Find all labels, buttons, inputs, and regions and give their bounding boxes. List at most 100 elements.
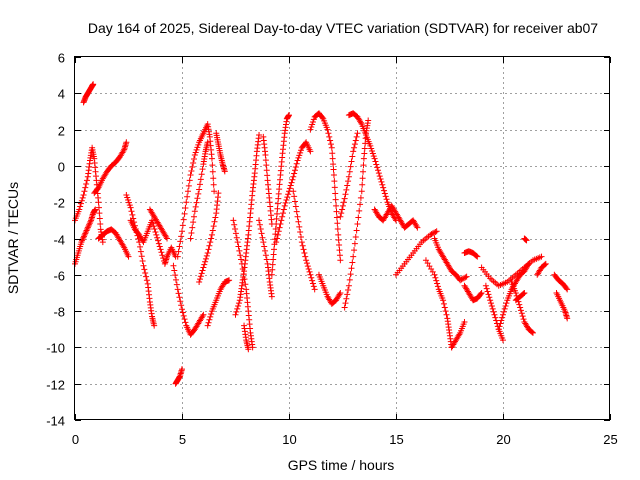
data-point: [307, 148, 314, 155]
series-arc-ab: [337, 130, 361, 220]
data-point: [497, 320, 504, 327]
data-point: [344, 291, 351, 298]
data-point: [354, 130, 361, 137]
data-point: [79, 237, 86, 244]
series-arc-d: [91, 139, 130, 197]
data-point: [293, 208, 300, 215]
data-point: [500, 311, 506, 318]
plot-frame: [74, 56, 610, 420]
data-point: [198, 270, 205, 277]
data-point: [293, 160, 300, 167]
data-point: [95, 199, 102, 206]
series-arc-z: [341, 117, 372, 311]
data-point: [264, 172, 271, 179]
data-point: [427, 231, 434, 238]
data-point: [207, 239, 214, 246]
data-point: [440, 300, 447, 307]
data-point: [195, 190, 202, 197]
data-point: [273, 239, 280, 246]
data-point: [495, 326, 502, 333]
data-point: [176, 243, 183, 250]
data-point: [137, 243, 144, 250]
series-arc-ae: [422, 257, 455, 351]
data-point: [330, 161, 337, 168]
data-point: [500, 337, 506, 344]
data-point: [335, 236, 342, 243]
data-point: [82, 184, 89, 191]
data-point: [82, 228, 89, 235]
data-point: [143, 273, 150, 280]
data-point: [329, 150, 336, 157]
data-point: [258, 230, 265, 237]
data-point: [370, 153, 377, 160]
data-point: [196, 279, 203, 286]
data-point: [478, 289, 485, 296]
data-point: [375, 170, 382, 177]
data-point: [352, 137, 359, 144]
data-point: [340, 199, 347, 206]
data-point: [125, 253, 132, 260]
data-point: [83, 227, 90, 234]
data-point: [519, 313, 526, 320]
data-point: [498, 317, 505, 324]
data-point: [342, 191, 349, 198]
data-point: [200, 311, 207, 318]
data-point: [149, 220, 156, 227]
data-point: [332, 196, 339, 203]
data-point: [237, 252, 244, 259]
data-point: [194, 144, 201, 151]
data-point: [274, 235, 281, 242]
data-point: [262, 252, 269, 259]
data-point: [365, 117, 372, 124]
data-point: [310, 283, 317, 290]
data-point: [292, 203, 299, 210]
data-point: [337, 289, 344, 296]
data-point: [96, 215, 103, 222]
data-point: [380, 184, 387, 191]
data-point: [349, 259, 356, 266]
data-point: [177, 238, 184, 245]
data-point: [310, 116, 317, 123]
data-point: [512, 289, 519, 296]
data-point: [179, 228, 185, 235]
data-point: [379, 181, 386, 188]
data-point: [353, 227, 360, 234]
data-point: [521, 289, 528, 296]
data-point: [77, 203, 84, 210]
y-tick-label: 2: [58, 124, 65, 139]
data-point: [307, 271, 314, 278]
data-point: [290, 173, 297, 180]
series-arc-t: [260, 133, 275, 227]
data-point: [351, 247, 358, 254]
data-point: [347, 163, 354, 170]
data-point: [563, 285, 570, 292]
data-point: [204, 250, 211, 257]
x-tick-label: 10: [282, 432, 296, 447]
y-tick-label: -6: [53, 269, 65, 284]
data-point: [143, 277, 150, 284]
data-point: [333, 208, 340, 215]
data-point: [181, 210, 188, 217]
data-point: [256, 217, 263, 224]
data-point: [337, 213, 344, 220]
x-tick-label: 0: [72, 432, 79, 447]
data-point: [233, 308, 240, 315]
data-point: [331, 178, 338, 185]
data-point: [336, 242, 343, 249]
data-point: [474, 253, 481, 260]
series-arc-f: [123, 191, 158, 329]
data-point: [190, 156, 197, 163]
data-point: [488, 300, 495, 307]
data-point: [339, 202, 346, 209]
series-arc-j: [170, 262, 207, 338]
data-point: [381, 187, 388, 194]
data-point: [209, 227, 216, 234]
data-point: [180, 216, 187, 223]
data-point: [327, 141, 334, 148]
data-point: [153, 231, 160, 238]
data-point: [524, 262, 531, 269]
data-point: [305, 265, 312, 272]
data-point: [76, 206, 83, 213]
data-point: [461, 318, 468, 325]
data-point: [433, 228, 440, 235]
